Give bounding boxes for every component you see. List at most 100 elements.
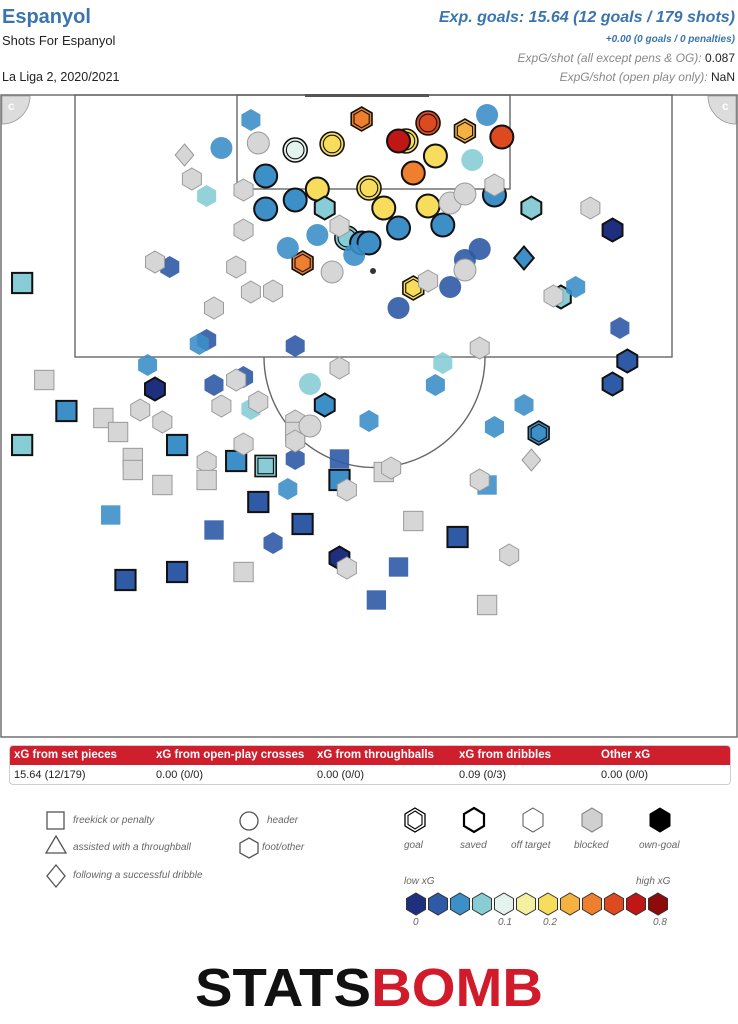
- shot-off-foot-68: [204, 374, 224, 396]
- shot-marker: [278, 478, 298, 500]
- legend: [44, 806, 671, 916]
- shot-marker: [329, 356, 350, 380]
- shot-marker: [371, 195, 397, 221]
- shot-marker: [233, 561, 254, 583]
- shot-marker: [34, 369, 55, 391]
- shot-marker: [388, 557, 409, 577]
- shot-marker: [55, 399, 78, 423]
- shot-blocked-header-87: [246, 131, 270, 155]
- summary-value-throughballs: 0.00 (0/0): [317, 769, 365, 781]
- shot-marker: [291, 512, 314, 536]
- shot-blocked-foot-130: [499, 543, 520, 567]
- shot-saved-foot-35: [313, 392, 336, 418]
- shot-goal-ring: [418, 113, 438, 133]
- shot-marker: [543, 284, 564, 308]
- legend-label-throughball: assisted with a throughball: [73, 842, 191, 853]
- shot-marker: [263, 279, 284, 303]
- shot-saved-freekick-42: [247, 490, 270, 514]
- shot-off-foot-71: [433, 352, 453, 374]
- shot-marker: [469, 336, 490, 360]
- shot-off-freekick-81: [101, 505, 121, 525]
- shot-saved-header-18: [253, 196, 279, 222]
- shot-saved-dribble-30: [512, 244, 536, 272]
- shot-marker: [469, 468, 490, 492]
- color-scale-swatch: [406, 892, 426, 916]
- shot-marker: [11, 433, 34, 457]
- shot-goal-ring: [322, 134, 342, 154]
- legend-tick-0: 0: [413, 917, 419, 928]
- goal-hexagon-inner: [407, 810, 423, 830]
- shot-marker: [580, 196, 601, 220]
- color-scale-swatch: [538, 892, 558, 916]
- shot-marker: [386, 215, 412, 241]
- shot-blocked-foot-109: [211, 394, 232, 418]
- penalty-spot: [370, 268, 376, 274]
- legend-label-header: header: [267, 815, 299, 826]
- shot-map: c c: [0, 94, 738, 738]
- shot-marker: [211, 394, 232, 418]
- shot-marker: [439, 276, 462, 298]
- shot-marker: [512, 244, 536, 272]
- shot-saved-foot-33: [601, 371, 624, 397]
- summary-value-set-pieces: 15.64 (12/179): [14, 769, 86, 781]
- shot-marker: [204, 296, 224, 320]
- shot-off-freekick-83: [388, 557, 409, 577]
- summary-header-other: Other xG: [601, 749, 651, 761]
- shot-off-foot-61: [610, 317, 630, 339]
- shot-off-foot-74: [484, 416, 504, 438]
- shot-blocked-foot-110: [226, 368, 247, 392]
- shot-off-header-59: [387, 297, 410, 319]
- shot-blocked-freekick-123: [152, 474, 173, 496]
- shot-blocked-foot-90: [329, 214, 350, 238]
- season-label: La Liga 2, 2020/2021: [2, 70, 120, 84]
- shot-marker: [306, 224, 329, 246]
- shot-marker: [248, 390, 269, 414]
- shot-off-header-58: [439, 276, 462, 298]
- shot-marker: [253, 163, 279, 189]
- own-goal-hexagon-icon: [649, 807, 671, 833]
- shot-off-foot-66: [138, 354, 158, 376]
- shot-marker: [196, 469, 217, 491]
- shot-marker: [336, 556, 357, 580]
- shot-marker: [166, 560, 189, 584]
- shot-blocked-foot-126: [381, 456, 402, 480]
- statsbomb-logo-text: STATS BOMB: [195, 958, 543, 1014]
- blocked-hexagon-icon: [581, 807, 603, 833]
- shot-off-foot-73: [359, 410, 379, 432]
- shot-off-foot-52: [197, 185, 217, 207]
- statsbomb-logo: STATS BOMB: [195, 958, 543, 1014]
- penalty-box: [74, 94, 673, 358]
- shot-marker: [152, 410, 173, 434]
- shot-saved-foot-34: [144, 376, 166, 402]
- shot-blocked-freekick-129: [403, 510, 424, 532]
- shot-marker: [197, 185, 217, 207]
- shot-marker: [601, 217, 624, 243]
- shot-saved-foot-28: [520, 195, 543, 221]
- corner-left: [1, 95, 31, 125]
- shot-blocked-foot-92: [145, 250, 165, 274]
- shot-off-header-51: [461, 149, 484, 171]
- shot-marker: [166, 433, 189, 457]
- shot-blocked-foot-95: [204, 296, 224, 320]
- shot-marker: [387, 297, 410, 319]
- saved-hexagon-icon: [462, 806, 486, 834]
- shot-off-freekick-82: [204, 520, 224, 540]
- expg-per-shot-open-play: ExpG/shot (open play only): NaN: [560, 70, 735, 84]
- shot-blocked-dribble-85: [174, 143, 195, 167]
- summary-header-row: [10, 746, 730, 765]
- shot-marker: [282, 187, 308, 213]
- legend-tick-0-1: 0.1: [498, 917, 512, 928]
- shot-saved-freekick-38: [11, 433, 34, 457]
- shot-marker: [359, 410, 379, 432]
- shot-saved-header-16: [253, 163, 279, 189]
- shot-off-freekick-78: [329, 449, 350, 469]
- shot-marker: [422, 143, 448, 169]
- summary-header-set-pieces: xG from set pieces: [14, 749, 117, 761]
- shot-goal-ring: [359, 178, 379, 198]
- shot-marker: [181, 167, 202, 191]
- shot-off-freekick-84: [366, 590, 387, 610]
- shot-blocked-freekick-122: [196, 469, 217, 491]
- shot-marker: [336, 478, 357, 502]
- shot-marker: [122, 459, 144, 481]
- shot-marker: [313, 195, 336, 221]
